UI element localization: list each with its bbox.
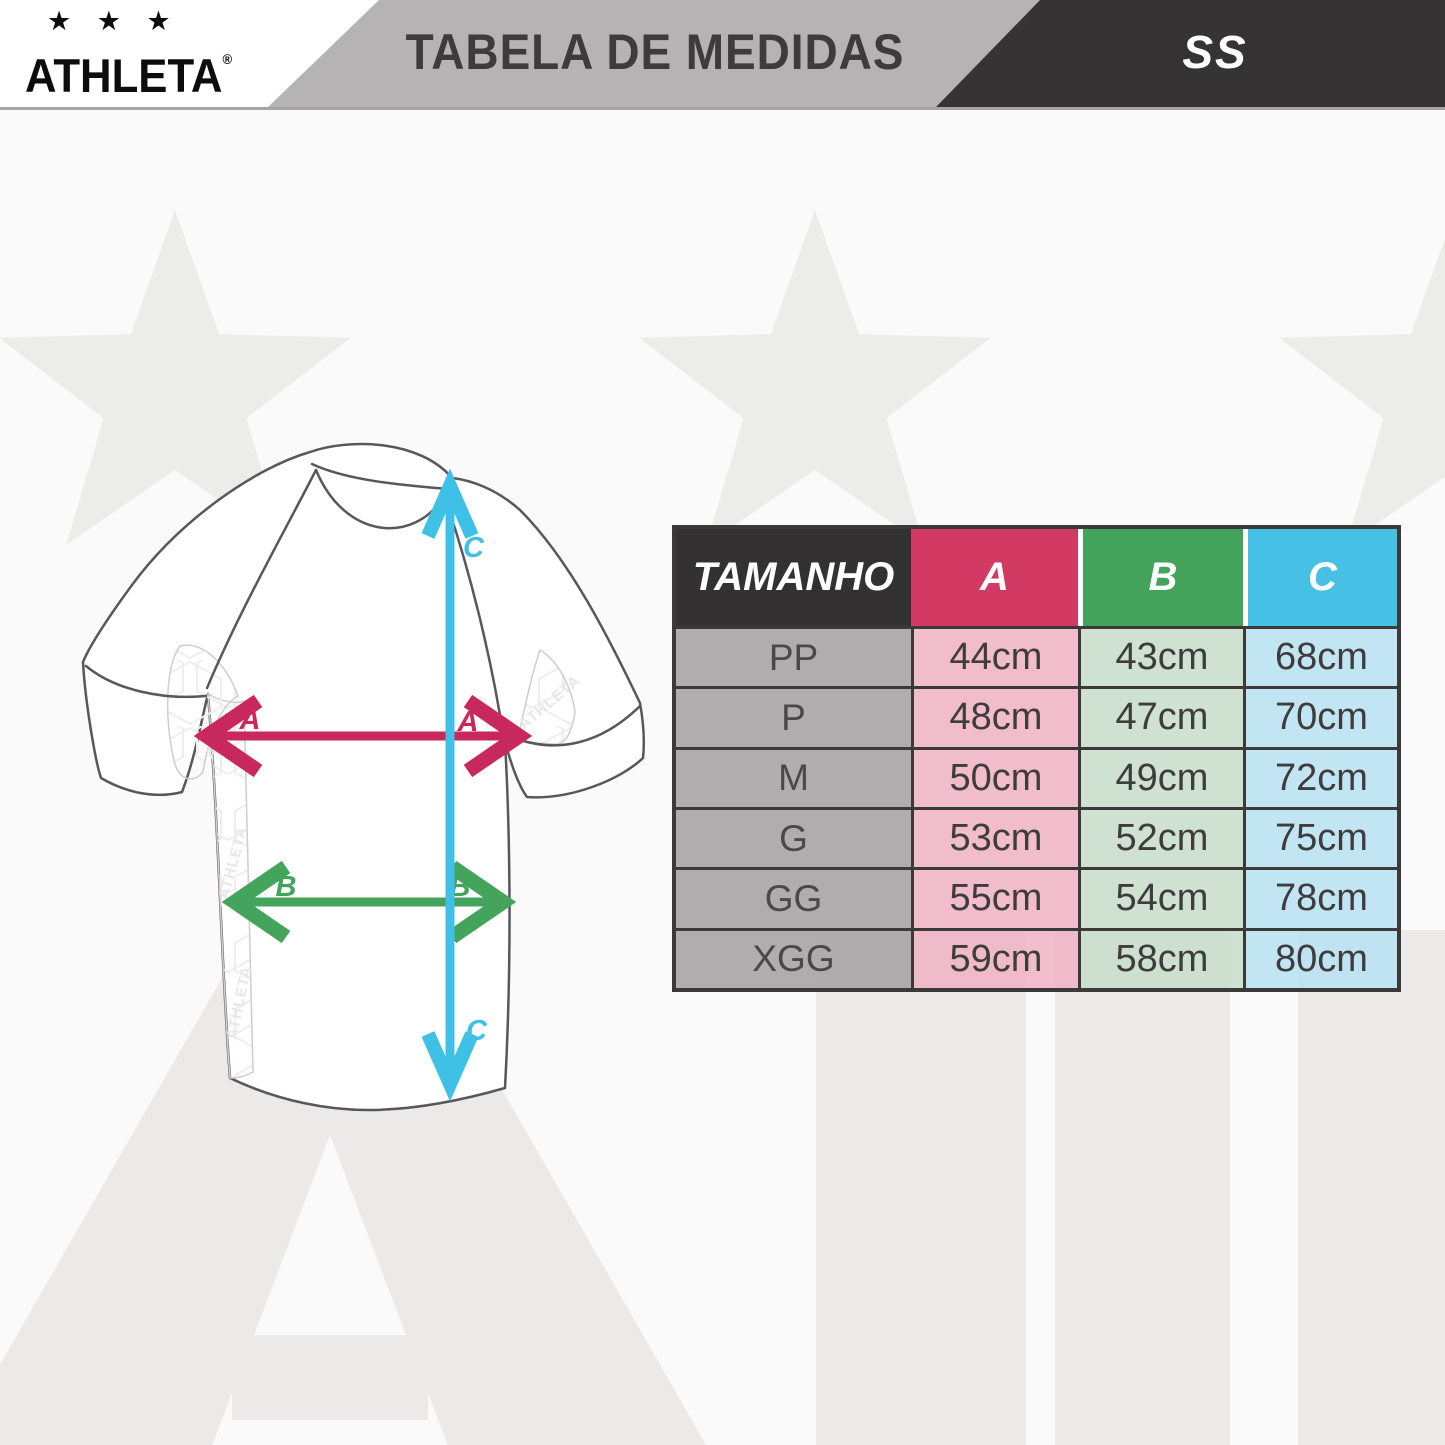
label-c-bottom: C	[466, 1015, 488, 1047]
brand-stars-icon: ★ ★ ★	[47, 6, 180, 36]
label-c-top: C	[463, 532, 485, 564]
label-b-left: B	[276, 871, 297, 903]
size-cell: XGG	[676, 927, 911, 988]
header-band: ★ ★ ★ ATHLETA® TABELA DE MEDIDAS SS	[0, 0, 1445, 110]
background-letters-watermark	[0, 790, 1445, 1445]
column-header-size: TAMANHO	[676, 529, 911, 626]
size-table: TAMANHO A B C PP 44cm 43cm 68cm P 48cm 4…	[672, 525, 1401, 992]
value-cell: 43cm	[1078, 626, 1243, 687]
header-title-ribbon	[268, 0, 1040, 107]
value-cell: 68cm	[1243, 626, 1397, 687]
column-header-a: A	[911, 529, 1078, 626]
size-cell: M	[676, 746, 911, 807]
value-cell: 75cm	[1243, 806, 1397, 868]
value-cell: 72cm	[1243, 746, 1397, 807]
label-a-left: A	[239, 704, 261, 736]
value-cell: 47cm	[1078, 686, 1243, 747]
size-cell: P	[676, 686, 911, 747]
size-cell: PP	[676, 626, 911, 687]
background-star-watermark	[0, 210, 1445, 545]
value-cell: 44cm	[911, 626, 1078, 687]
brand-logo: ★ ★ ★ ATHLETA®	[25, 8, 275, 101]
column-header-c: C	[1243, 529, 1397, 626]
column-header-b: B	[1078, 529, 1243, 626]
value-cell: 50cm	[911, 746, 1078, 807]
brand-name: ATHLETA®	[25, 49, 233, 102]
value-cell: 49cm	[1078, 746, 1243, 807]
value-cell: 55cm	[911, 867, 1078, 928]
product-code: SS	[1182, 26, 1248, 78]
value-cell: 58cm	[1078, 927, 1243, 988]
value-cell: 52cm	[1078, 806, 1243, 868]
value-cell: 78cm	[1243, 867, 1397, 928]
value-cell: 80cm	[1243, 927, 1397, 988]
value-cell: 70cm	[1243, 686, 1397, 747]
page-title: TABELA DE MEDIDAS	[405, 24, 905, 80]
tshirt-drawing: ATHLETA ATHLETA ATHLETA ATHLETA	[81, 442, 646, 1112]
label-b-right: B	[450, 871, 471, 903]
value-cell: 59cm	[911, 927, 1078, 988]
value-cell: 54cm	[1078, 867, 1243, 928]
size-cell: G	[676, 806, 911, 868]
value-cell: 53cm	[911, 806, 1078, 868]
measure-arrow-b	[221, 860, 517, 944]
value-cell: 48cm	[911, 686, 1078, 747]
label-a-right: A	[457, 706, 479, 738]
measure-arrow-c	[421, 468, 479, 1102]
size-cell: GG	[676, 867, 911, 928]
measure-arrow-a	[193, 694, 533, 778]
registered-mark: ®	[222, 51, 233, 67]
